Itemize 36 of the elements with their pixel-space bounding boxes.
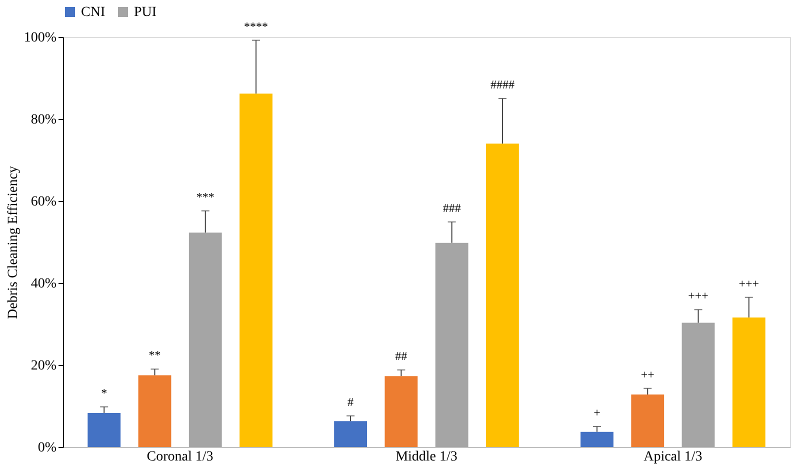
x-tick-label: Apical 1/3 — [644, 450, 702, 464]
y-tick-label: 100% — [24, 30, 57, 46]
bar — [88, 412, 121, 447]
legend-label: PUI — [134, 5, 157, 20]
annotation: ** — [148, 348, 161, 362]
annotation: ++ — [640, 367, 655, 382]
bar — [435, 242, 468, 447]
x-tick-label: Middle 1/3 — [396, 450, 458, 464]
annotation: ## — [395, 348, 408, 363]
annotation: +++ — [738, 276, 760, 290]
bar — [732, 317, 766, 447]
bar — [384, 376, 418, 447]
text: **** — [244, 19, 268, 34]
annotation: + — [594, 406, 601, 420]
y-axis-title: Debris Cleaning Efficiency — [6, 166, 21, 319]
bar — [580, 432, 614, 447]
legend-label: CNI — [81, 5, 106, 20]
y-tick-label: 0% — [38, 440, 57, 456]
annotation: # — [348, 394, 354, 409]
bar — [682, 322, 715, 447]
annotation: *** — [196, 190, 214, 204]
bar — [188, 232, 222, 447]
y-tick-label: 60% — [30, 194, 57, 210]
annotation: #### — [490, 78, 514, 92]
bar — [486, 144, 519, 447]
bar — [240, 94, 272, 447]
annotation: +++ — [688, 288, 709, 303]
y-tick-label: 80% — [30, 112, 57, 128]
bar — [138, 375, 172, 447]
bar — [631, 394, 664, 447]
annotation: ### — [442, 200, 461, 215]
annotation: * — [101, 386, 108, 400]
y-tick-label: 40% — [30, 276, 57, 292]
y-tick-label: 20% — [30, 358, 57, 374]
x-tick-label: Coronal 1/3 — [146, 450, 214, 464]
bar — [334, 421, 367, 447]
